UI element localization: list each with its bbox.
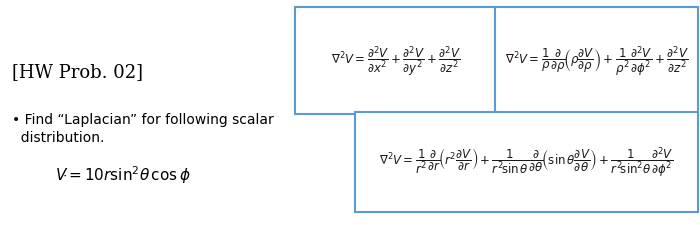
Text: $\nabla^2 V = \dfrac{1}{\rho}\dfrac{\partial}{\partial \rho}\!\left(\rho\dfrac{\: $\nabla^2 V = \dfrac{1}{\rho}\dfrac{\par… — [505, 44, 688, 78]
Text: [HW Prob. 02]: [HW Prob. 02] — [12, 63, 143, 81]
FancyBboxPatch shape — [355, 112, 698, 212]
FancyBboxPatch shape — [495, 8, 698, 115]
Text: distribution.: distribution. — [12, 130, 104, 144]
Text: $\nabla^2 V = \dfrac{\partial^2 V}{\partial x^2} + \dfrac{\partial^2 V}{\partial: $\nabla^2 V = \dfrac{\partial^2 V}{\part… — [330, 44, 461, 78]
Text: $\nabla^2 V = \dfrac{1}{r^2}\dfrac{\partial}{\partial r}\!\left(r^2\dfrac{\parti: $\nabla^2 V = \dfrac{1}{r^2}\dfrac{\part… — [379, 145, 674, 180]
Text: $V\dot{} = 10r\sin^2\!\theta\,\cos\phi$: $V\dot{} = 10r\sin^2\!\theta\,\cos\phi$ — [55, 163, 190, 185]
Text: • Find “Laplacian” for following scalar: • Find “Laplacian” for following scalar — [12, 112, 274, 126]
FancyBboxPatch shape — [295, 8, 496, 115]
